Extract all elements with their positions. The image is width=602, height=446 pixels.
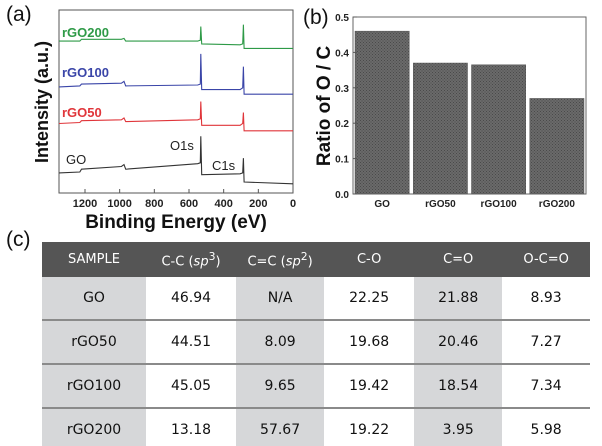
series-label-rGO50: rGO50 <box>62 105 102 120</box>
y-tick-label: 0.0 <box>335 190 349 201</box>
x-tick-label: 200 <box>249 198 267 210</box>
y-tick-label: 0.4 <box>335 48 349 59</box>
table-row: rGO50 44.51 8.09 19.68 20.46 7.27 <box>42 320 590 365</box>
x-tick-label: 1000 <box>107 198 131 210</box>
table-cell: 21.88 <box>414 277 503 321</box>
xps-composition-table: SAMPLE C-C (sp3) C=C (sp2) C-O C=O O-C=O… <box>42 242 590 446</box>
header-text: ) <box>307 254 313 270</box>
series-line-rGO200 <box>59 24 293 49</box>
bar-rGO50 <box>413 62 468 195</box>
series-line-rGO100 <box>58 53 293 95</box>
table-row: rGO100 45.05 9.65 19.42 18.54 7.34 <box>42 364 590 409</box>
y-tick-label: 0.5 <box>335 13 349 24</box>
table-cell: 19.68 <box>324 320 415 365</box>
header-cc-sp2: C=C (sp2) <box>236 242 325 277</box>
series-label-GO: GO <box>66 152 86 167</box>
table-cell: 3.95 <box>414 408 503 446</box>
table-cell: 19.22 <box>349 422 390 438</box>
x-tick-label: 400 <box>214 198 232 210</box>
table-cell: 13.18 <box>170 422 212 438</box>
panel-label-b: (b) <box>303 6 329 29</box>
x-tick-label: 600 <box>180 198 198 210</box>
bar-rGO200 <box>529 98 585 195</box>
x-tick-label: 1200 <box>73 198 97 210</box>
table-cell: GO <box>42 277 147 321</box>
y-tick-label: 0.1 <box>335 155 349 166</box>
table-cell: 19.42 <box>324 364 415 409</box>
x-tick-label: 0 <box>290 198 296 210</box>
table-cell: 7.27 <box>502 320 590 365</box>
header-oco: O-C=O <box>502 242 590 277</box>
table-cell: rGO100 <box>42 364 147 409</box>
table-cell: rGO200 <box>42 408 147 446</box>
table-cell: 5.98 <box>530 422 562 438</box>
panel-label-a: (a) <box>6 3 32 26</box>
series-label-rGO200: rGO200 <box>62 25 109 40</box>
bar-GO <box>354 30 410 195</box>
series-line-rGO50 <box>58 101 293 132</box>
table-cell: 18.54 <box>414 364 503 409</box>
table-cell: 8.93 <box>502 277 590 321</box>
table-cell: 22.25 <box>324 277 415 321</box>
y-tick-label: 0.3 <box>335 84 349 95</box>
annotation-O1s: O1s <box>170 138 194 153</box>
header-text: C=C ( <box>247 254 286 270</box>
x-tick-label: rGO50 <box>425 199 456 210</box>
y-tick-label: 0.2 <box>335 119 349 130</box>
table-cell: 45.05 <box>146 364 237 409</box>
bar-rGO100 <box>471 64 526 195</box>
y-axis-label: Ratio of O / C <box>314 46 335 167</box>
header-text: sp <box>285 254 301 270</box>
table-cell: 57.67 <box>236 408 325 446</box>
header-cc-sp3: C-C (sp3) <box>146 242 237 277</box>
plot-frame <box>58 9 294 194</box>
table-cell: 46.94 <box>146 277 237 321</box>
panel-label-c: (c) <box>6 228 31 251</box>
x-axis-label: Binding Energy (eV) <box>85 212 267 233</box>
header-text: 2 <box>300 249 308 263</box>
header-c-double-o: C=O <box>414 242 503 277</box>
plot-frame <box>352 16 587 195</box>
x-tick-label: rGO100 <box>481 199 518 210</box>
header-text: ) <box>215 254 221 270</box>
table-cell: N/A <box>236 277 325 321</box>
table-cell: 44.51 <box>146 320 237 365</box>
y-axis-label: Intensity (a.u.) <box>32 41 52 163</box>
header-co: C-O <box>324 242 415 277</box>
header-text: 3 <box>208 249 216 263</box>
table-row: GO 46.94 N/A 22.25 21.88 8.93 <box>42 277 590 321</box>
series-line-GO <box>58 136 294 185</box>
x-tick-label: 800 <box>145 198 163 210</box>
x-tick-label: GO <box>374 199 390 210</box>
table-row: rGO200 13.18 57.67 19.22 3.95 5.98 <box>42 408 590 446</box>
table-cell: 8.09 <box>236 320 325 365</box>
table-cell: 9.65 <box>236 364 325 409</box>
header-text: C-C ( <box>161 254 194 270</box>
x-tick-label: rGO200 <box>539 199 576 210</box>
xps-spectra-chart: 1200 1000 800 600 400 200 0 Binding Energy (eV… <box>32 9 296 233</box>
table-cell: rGO50 <box>42 320 147 365</box>
series-label-rGO100: rGO100 <box>62 65 109 80</box>
annotation-C1s: C1s <box>212 158 236 173</box>
table-header-row: SAMPLE C-C (sp3) C=C (sp2) C-O C=O O-C=O <box>42 242 590 277</box>
header-text: sp <box>193 254 209 270</box>
table-cell: 20.46 <box>414 320 503 365</box>
oc-ratio-bar-chart: GO rGO50 rGO100 rGO200 0.0 0.1 0.2 0.3 0.4 0.5 Ra… <box>314 13 587 210</box>
table-cell: 7.34 <box>502 364 590 409</box>
header-sample: SAMPLE <box>42 242 147 277</box>
